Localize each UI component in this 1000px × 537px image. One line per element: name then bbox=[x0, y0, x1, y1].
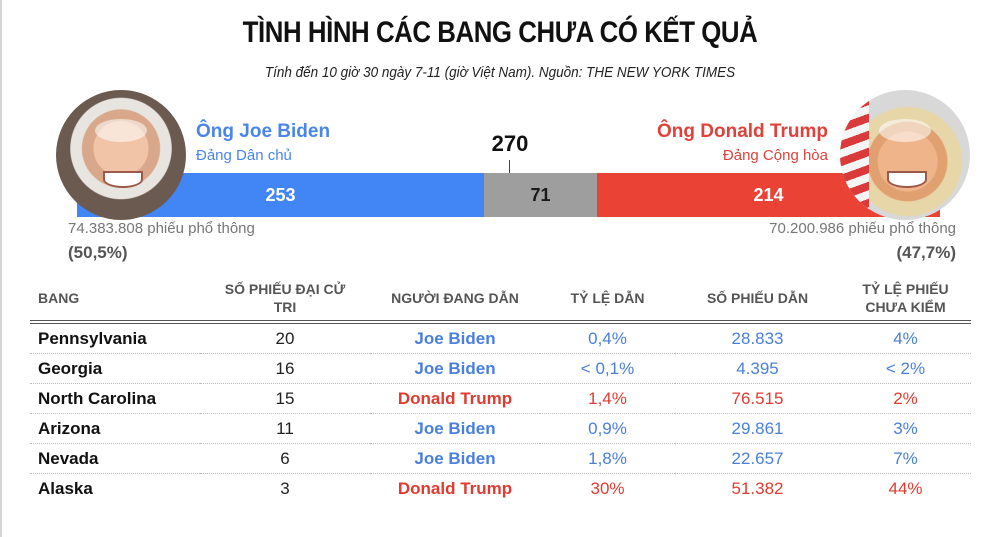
col-header-uncounted-text: TỶ LỆ PHIẾU CHƯA KIỂM bbox=[862, 281, 949, 315]
biden-popular-votes: 74.383.808 phiếu phổ thông bbox=[68, 220, 255, 237]
uncounted-pct: 3% bbox=[840, 413, 971, 444]
uncounted-pct: 7% bbox=[840, 443, 971, 474]
margin-votes: 51.382 bbox=[731, 478, 784, 498]
undecided-electoral-bar: 71 bbox=[484, 173, 597, 217]
threshold-tick bbox=[509, 160, 510, 173]
trump-popular-votes: 70.200.986 phiếu phổ thông bbox=[769, 220, 956, 237]
col-header-electoral-votes-text: SỐ PHIẾU ĐẠI CỬ TRI bbox=[224, 281, 346, 315]
electoral-votes: 11 bbox=[200, 413, 370, 444]
face-highlight bbox=[879, 118, 931, 142]
states-table: BANG SỐ PHIẾU ĐẠI CỬ TRI NGƯỜI ĐANG DẪN … bbox=[30, 276, 971, 503]
margin-votes: 22.657 bbox=[675, 443, 840, 474]
table-row: Nevada 6 Joe Biden 1,8% 22.657 7% bbox=[30, 443, 971, 474]
leader: Joe Biden bbox=[370, 443, 540, 474]
state-name: Arizona bbox=[30, 413, 200, 444]
margin-pct: 1,8% bbox=[540, 443, 675, 474]
undecided-electoral-value: 71 bbox=[530, 185, 551, 205]
electoral-votes: 6 bbox=[200, 443, 370, 474]
uncounted-pct: 4% bbox=[840, 322, 971, 354]
margin-pct: 30% bbox=[590, 478, 625, 498]
biden-electoral-value: 253 bbox=[265, 185, 296, 205]
table-row: North Carolina 15 Donald Trump 1,4% 76.5… bbox=[30, 383, 971, 414]
state-name: North Carolina bbox=[30, 383, 200, 414]
biden-party: Đảng Dân chủ bbox=[196, 147, 292, 164]
margin-pct: < 0,1% bbox=[540, 353, 675, 384]
table-header-row: BANG SỐ PHIẾU ĐẠI CỬ TRI NGƯỜI ĐANG DẪN … bbox=[30, 276, 971, 324]
margin-pct: 1,4% bbox=[540, 383, 675, 414]
threshold-label: 270 bbox=[491, 131, 529, 156]
state-name: Nevada bbox=[30, 443, 200, 474]
biden-name: Ông Joe Biden bbox=[196, 121, 331, 142]
state-name: Pennsylvania bbox=[30, 322, 200, 354]
leader: Joe Biden bbox=[370, 413, 540, 444]
trump-party: Đảng Cộng hòa bbox=[722, 147, 828, 164]
col-header-margin-votes: SỐ PHIẾU DẪN bbox=[675, 276, 840, 324]
col-header-uncounted: TỶ LỆ PHIẾU CHƯA KIỂM bbox=[840, 276, 971, 324]
biden-popular-pct: (50,5%) bbox=[68, 243, 128, 262]
col-header-electoral-votes: SỐ PHIẾU ĐẠI CỬ TRI bbox=[200, 276, 370, 324]
electoral-votes: 16 bbox=[200, 353, 370, 384]
table-row: Georgia 16 Joe Biden < 0,1% 4.395 < 2% bbox=[30, 353, 971, 384]
state-name: Georgia bbox=[30, 353, 200, 384]
trump-name: Ông Donald Trump bbox=[657, 121, 828, 142]
smile-shape bbox=[886, 170, 928, 188]
trump-electoral-value: 214 bbox=[753, 185, 784, 205]
col-header-margin-pct: TỶ LỆ DẪN bbox=[540, 276, 675, 324]
trump-portrait-icon bbox=[840, 90, 970, 220]
uncounted-pct: 2% bbox=[840, 383, 971, 414]
margin-pct: 0,4% bbox=[540, 322, 675, 354]
table-row: Pennsylvania 20 Joe Biden 0,4% 28.833 4% bbox=[30, 322, 971, 354]
electoral-votes: 15 bbox=[200, 383, 370, 414]
face-highlight bbox=[95, 118, 147, 142]
margin-votes: 29.861 bbox=[675, 413, 840, 444]
left-border bbox=[0, 0, 2, 537]
col-header-leader: NGƯỜI ĐANG DẪN bbox=[370, 276, 540, 324]
leader: Donald Trump bbox=[370, 383, 540, 414]
flag-stripes bbox=[840, 90, 869, 220]
col-header-state: BANG bbox=[30, 276, 200, 324]
uncounted-pct: 44% bbox=[888, 478, 923, 498]
electoral-votes: 20 bbox=[200, 322, 370, 354]
electoral-votes: 3 bbox=[280, 478, 290, 498]
page-title: TÌNH HÌNH CÁC BANG CHƯA CÓ KẾT QUẢ bbox=[242, 16, 758, 49]
margin-pct: 0,9% bbox=[540, 413, 675, 444]
table-row: Arizona 11 Joe Biden 0,9% 29.861 3% bbox=[30, 413, 971, 444]
leader: Donald Trump bbox=[397, 478, 513, 498]
uncounted-pct: < 2% bbox=[840, 353, 971, 384]
margin-votes: 76.515 bbox=[675, 383, 840, 414]
state-name: Alaska bbox=[38, 478, 93, 498]
smile-shape bbox=[102, 170, 144, 188]
trump-popular-pct: (47,7%) bbox=[896, 243, 956, 262]
leader: Joe Biden bbox=[370, 353, 540, 384]
biden-portrait-icon bbox=[56, 90, 186, 220]
table-row: Alaska 3 Donald Trump 30% 51.382 44% bbox=[30, 474, 971, 504]
page-subtitle: Tính đến 10 giờ 30 ngày 7-11 (giờ Việt N… bbox=[264, 64, 736, 81]
margin-votes: 28.833 bbox=[675, 322, 840, 354]
leader: Joe Biden bbox=[370, 322, 540, 354]
margin-votes: 4.395 bbox=[675, 353, 840, 384]
